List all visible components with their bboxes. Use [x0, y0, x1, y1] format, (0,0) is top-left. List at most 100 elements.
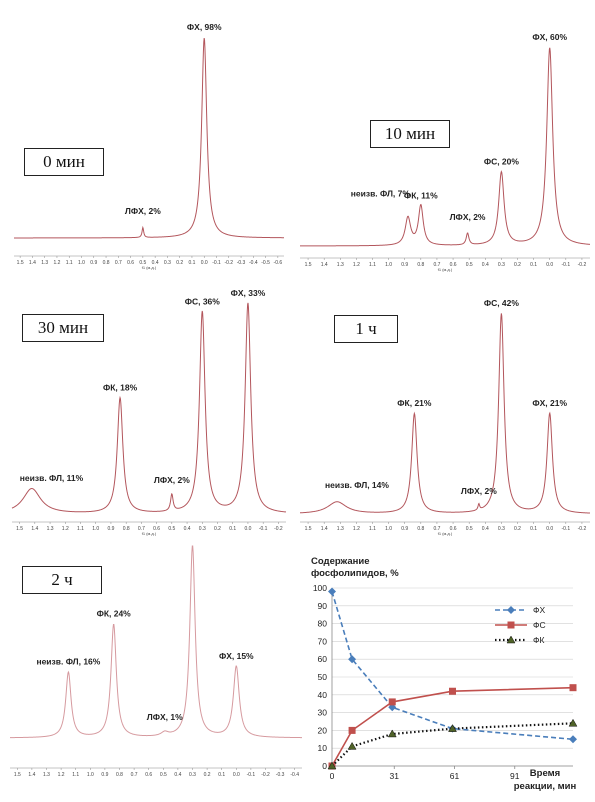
spectrum-trace	[14, 38, 284, 239]
y-tick-label: 10	[318, 743, 328, 753]
ppm-tick-label: 0.7	[131, 772, 138, 778]
y-tick-label: 50	[318, 672, 328, 682]
time-label-1h: 1 ч	[334, 315, 398, 343]
y-tick-label: 100	[313, 583, 327, 593]
ppm-tick-label: 1.2	[53, 260, 60, 266]
ppm-tick-label: 0.0	[244, 526, 251, 532]
series-ФК	[327, 718, 578, 770]
ppm-axis-unit: f1 (м.д.)	[438, 267, 453, 272]
ppm-tick-label: 1.1	[77, 526, 84, 532]
ppm-tick-label: 1.1	[72, 772, 79, 778]
ppm-tick-label: 0.5	[160, 772, 167, 778]
ppm-tick-label: -0.2	[224, 260, 233, 266]
ppm-tick-label: 1.5	[305, 526, 312, 532]
peak-label: ФХ, 60%	[532, 32, 567, 42]
ppm-tick-label: -0.3	[237, 260, 246, 266]
spectrum-30min-plot: 1.5 1.4 1.3 1.2 1.1 1.0 0.9 0.8 0.7 0.6 0.5 0.4 0.3 0…	[11, 288, 287, 536]
ppm-tick-label: 0.0	[233, 772, 240, 778]
ppm-tick-label: 0.0	[546, 262, 553, 268]
peak-label: ЛФХ, 2%	[154, 475, 190, 485]
ppm-tick-label: 1.2	[62, 526, 69, 532]
series-marker	[387, 729, 397, 738]
ppm-tick-label: -0.4	[290, 772, 299, 778]
spectrum-trace	[11, 302, 287, 513]
series-marker	[507, 606, 515, 614]
series-marker	[569, 735, 577, 744]
y-axis-title: Содержание	[311, 556, 370, 567]
spectrum-panel-10min: 1.5 1.4 1.3 1.2 1.1 1.0 0.9 0.8 0.7 0.6 0.5 0.4 0.3 0…	[290, 0, 595, 282]
ppm-tick-label: 0.4	[152, 260, 159, 266]
ppm-tick-label: 1.0	[385, 526, 392, 532]
ppm-axis-unit: f1 (м.д.)	[438, 531, 453, 536]
ppm-tick-label: 0.7	[433, 262, 440, 268]
x-axis-title: Время	[530, 768, 560, 779]
ppm-tick-label: 0.5	[466, 262, 473, 268]
spectrum-panel-1h: 1.5 1.4 1.3 1.2 1.1 1.0 0.9 0.8 0.7 0.6 0.5 0.4 0.3 0…	[290, 282, 595, 540]
ppm-tick-label: 1.1	[369, 262, 376, 268]
ppm-tick-label: -0.2	[578, 262, 587, 268]
series-marker	[327, 761, 337, 770]
ppm-tick-label: 0.0	[201, 260, 208, 266]
series-marker	[328, 587, 336, 596]
series-marker	[347, 741, 357, 750]
ppm-tick-label: 0.3	[164, 260, 171, 266]
ppm-tick-label: 1.3	[337, 526, 344, 532]
x-tick-label: 61	[450, 771, 460, 781]
legend-label: ФК	[533, 635, 544, 645]
peak-label: ЛФХ, 2%	[450, 212, 486, 222]
peak-label: неизв. ФЛ, 7%	[351, 189, 411, 199]
series-marker	[507, 621, 515, 629]
ppm-tick-label: 1.5	[16, 526, 23, 532]
ppm-tick-label: -0.1	[562, 262, 571, 268]
time-label-10min: 10 мин	[370, 120, 450, 148]
ppm-axis-unit: f1 (м.д.)	[142, 531, 157, 536]
ppm-tick-label: 0.3	[498, 262, 505, 268]
peak-label: ФХ, 21%	[532, 398, 567, 408]
spectrum-panel-0min: 1.5 1.4 1.3 1.2 1.1 1.0 0.9 0.8 0.7 0.6 0.5 0.4 0.3 0…	[0, 0, 290, 282]
ppm-tick-label: 0.9	[401, 262, 408, 268]
ppm-tick-label: -0.4	[249, 260, 258, 266]
y-tick-label: 70	[318, 636, 328, 646]
series-marker	[568, 718, 578, 727]
ppm-tick-label: 0.0	[546, 526, 553, 532]
ppm-tick-label: 1.2	[353, 262, 360, 268]
ppm-tick-label: -0.5	[261, 260, 270, 266]
ppm-tick-label: 1.2	[58, 772, 65, 778]
ppm-tick-label: 1.0	[87, 772, 94, 778]
x-tick-label: 91	[510, 771, 520, 781]
ppm-tick-label: -0.3	[276, 772, 285, 778]
ppm-tick-label: 0.9	[101, 772, 108, 778]
ppm-tick-label: 0.8	[103, 260, 110, 266]
peak-label: ФС, 36%	[185, 296, 221, 306]
series-marker	[448, 724, 457, 732]
peak-label: ФК, 18%	[103, 383, 138, 393]
ppm-tick-label: -0.6	[274, 260, 283, 266]
x-tick-label: 0	[330, 771, 335, 781]
ppm-tick-label: 0.4	[184, 526, 191, 532]
time-label-2h: 2 ч	[22, 566, 102, 594]
ppm-tick-label: 1.4	[321, 262, 328, 268]
ppm-tick-label: 0.6	[153, 526, 160, 532]
ppm-tick-label: 1.0	[78, 260, 85, 266]
ppm-tick-label: -0.2	[274, 526, 283, 532]
peak-label: неизв. ФЛ, 11%	[20, 473, 84, 483]
time-label-0min: 0 мин	[24, 148, 104, 176]
peak-label: ФС, 42%	[484, 298, 520, 308]
ppm-tick-label: 0.8	[417, 262, 424, 268]
ppm-tick-label: 0.2	[514, 526, 521, 532]
time-label-30min: 30 мин	[22, 314, 104, 342]
ppm-tick-label: 0.1	[530, 526, 537, 532]
peak-label: неизв. ФЛ, 16%	[36, 657, 100, 667]
spectrum-10min-plot: 1.5 1.4 1.3 1.2 1.1 1.0 0.9 0.8 0.7 0.6 0.5 0.4 0.3 0…	[300, 32, 591, 272]
ppm-tick-label: -0.1	[259, 526, 268, 532]
ppm-tick-label: 0.9	[90, 260, 97, 266]
ppm-tick-label: 0.7	[433, 526, 440, 532]
ppm-tick-label: -0.2	[578, 526, 587, 532]
series-marker	[348, 726, 356, 734]
legend-label: ФС	[533, 620, 546, 630]
ppm-tick-label: 1.5	[17, 260, 24, 266]
ppm-tick-label: 0.4	[174, 772, 181, 778]
ppm-tick-label: 1.0	[385, 262, 392, 268]
ppm-tick-label: 0.8	[417, 526, 424, 532]
